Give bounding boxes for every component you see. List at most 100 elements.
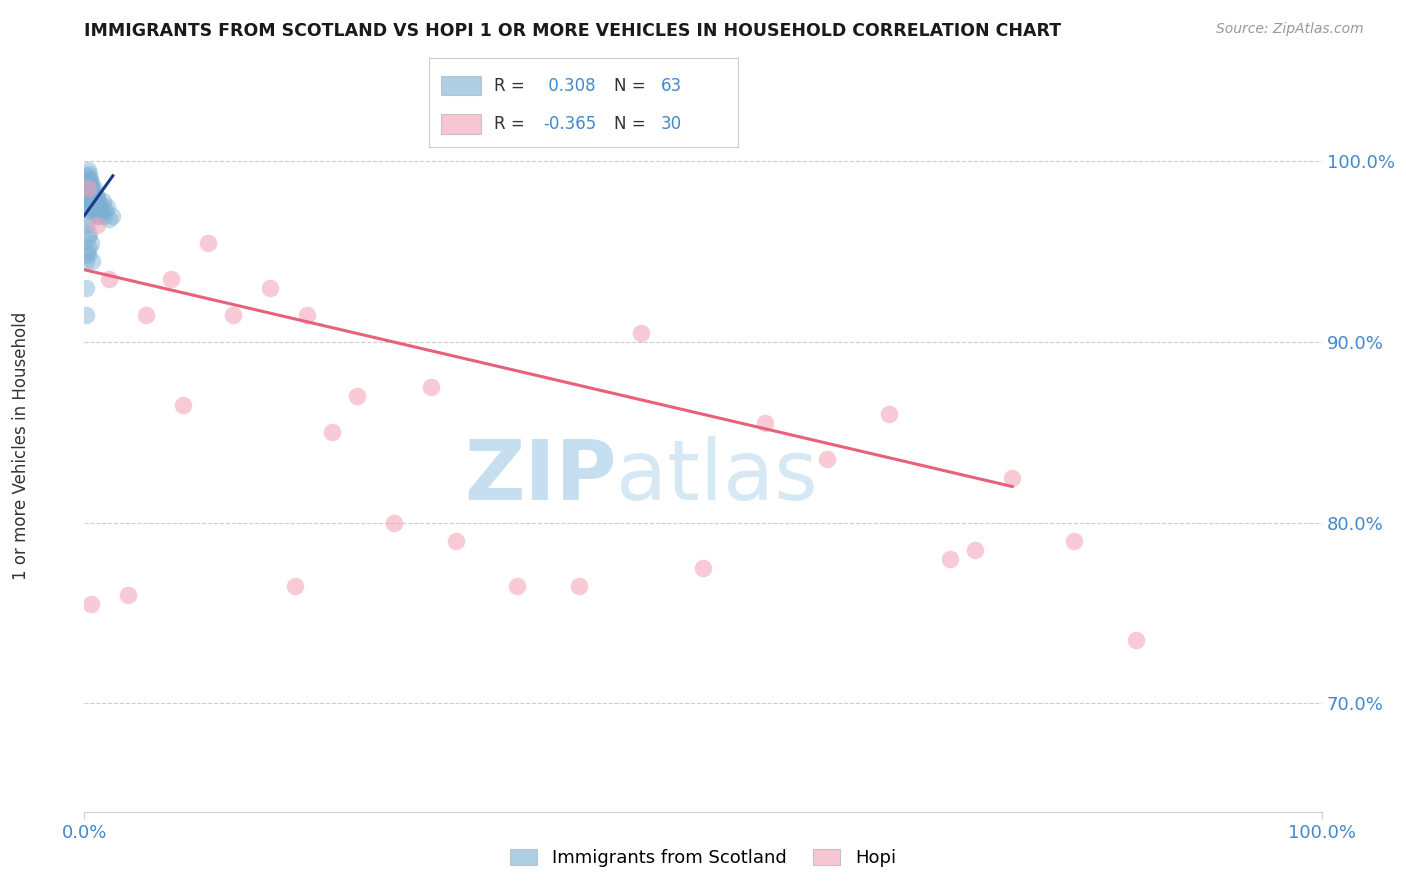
Point xyxy=(83,194,105,208)
Point xyxy=(160,272,183,286)
Point xyxy=(83,200,105,214)
Point xyxy=(77,172,100,186)
Point xyxy=(86,218,108,232)
Point xyxy=(80,181,103,195)
Point xyxy=(77,181,100,195)
Point xyxy=(98,272,121,286)
Text: ZIP: ZIP xyxy=(464,436,616,516)
Point xyxy=(506,579,529,593)
Point xyxy=(79,172,101,186)
Text: 1 or more Vehicles in Household: 1 or more Vehicles in Household xyxy=(13,312,30,580)
Point xyxy=(82,186,104,201)
Point xyxy=(117,588,139,602)
Point xyxy=(295,308,318,322)
Point xyxy=(630,326,652,340)
Point xyxy=(90,200,112,214)
Point xyxy=(76,192,98,206)
Point xyxy=(79,181,101,195)
Point xyxy=(346,389,368,403)
Point xyxy=(321,425,343,440)
Text: 63: 63 xyxy=(661,77,682,95)
Text: IMMIGRANTS FROM SCOTLAND VS HOPI 1 OR MORE VEHICLES IN HOUSEHOLD CORRELATION CHA: IMMIGRANTS FROM SCOTLAND VS HOPI 1 OR MO… xyxy=(84,22,1062,40)
Point xyxy=(98,212,121,227)
Point xyxy=(76,244,98,259)
Text: -0.365: -0.365 xyxy=(543,115,596,133)
Point xyxy=(79,194,101,208)
Text: Source: ZipAtlas.com: Source: ZipAtlas.com xyxy=(1216,22,1364,37)
Text: R =: R = xyxy=(494,77,530,95)
Point xyxy=(89,205,111,219)
Point xyxy=(77,185,100,199)
Point xyxy=(77,194,100,208)
Point xyxy=(75,281,97,295)
Point xyxy=(815,452,838,467)
Point xyxy=(87,194,110,208)
Point xyxy=(79,235,101,250)
Point xyxy=(100,209,122,223)
Point xyxy=(89,209,111,223)
Point xyxy=(82,200,104,214)
Point xyxy=(76,190,98,204)
Point xyxy=(754,417,776,431)
Point xyxy=(382,516,405,530)
Point xyxy=(80,194,103,208)
Point xyxy=(77,248,100,262)
Text: R =: R = xyxy=(494,115,530,133)
Point xyxy=(83,181,105,195)
Point xyxy=(939,551,962,566)
Point xyxy=(692,561,714,575)
Point xyxy=(1063,533,1085,548)
Point xyxy=(77,163,100,178)
Point xyxy=(86,190,108,204)
Point xyxy=(1125,633,1147,648)
Bar xyxy=(441,114,481,134)
Point xyxy=(877,407,900,421)
Point xyxy=(76,176,98,190)
Point xyxy=(1001,470,1024,484)
Point xyxy=(86,205,108,219)
Point xyxy=(79,241,101,255)
Text: 0.308: 0.308 xyxy=(543,77,596,95)
Point xyxy=(197,235,219,250)
Point xyxy=(82,190,104,204)
Point xyxy=(79,203,101,218)
Point xyxy=(79,597,101,611)
Point xyxy=(76,212,98,227)
Point xyxy=(93,209,115,223)
Point xyxy=(80,192,103,206)
Point xyxy=(79,176,101,190)
Point xyxy=(76,218,98,232)
Bar xyxy=(441,76,481,95)
Point xyxy=(91,194,114,208)
Point xyxy=(86,190,108,204)
Point xyxy=(84,200,107,214)
Point xyxy=(75,253,97,268)
Point xyxy=(172,398,194,412)
Point xyxy=(79,186,101,201)
Point xyxy=(87,209,110,223)
Point xyxy=(79,200,101,214)
Point xyxy=(80,181,103,195)
Text: 30: 30 xyxy=(661,115,682,133)
Point xyxy=(79,167,101,181)
Point xyxy=(77,230,100,244)
Point xyxy=(77,227,100,241)
Point xyxy=(965,542,987,557)
Point xyxy=(444,533,467,548)
Point xyxy=(96,200,118,214)
Point xyxy=(568,579,591,593)
Point xyxy=(284,579,307,593)
Text: N =: N = xyxy=(614,77,651,95)
Point xyxy=(89,200,111,214)
Point xyxy=(82,203,104,218)
Point xyxy=(94,203,117,218)
Point xyxy=(77,200,100,214)
Point xyxy=(76,169,98,183)
Point xyxy=(222,308,245,322)
Point xyxy=(79,176,101,190)
Point xyxy=(83,186,105,201)
Point xyxy=(419,380,441,394)
Point xyxy=(79,190,101,204)
Point xyxy=(75,308,97,322)
Point xyxy=(77,181,100,195)
